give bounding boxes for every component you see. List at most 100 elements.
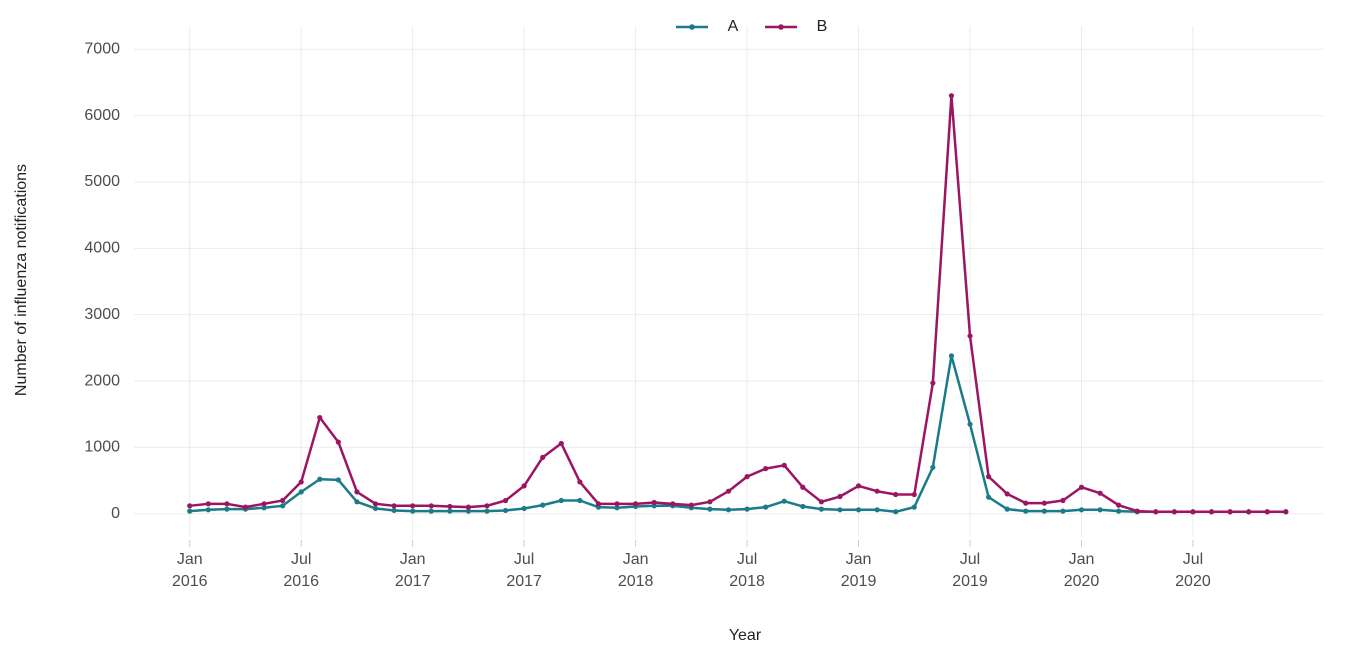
point — [465, 508, 472, 514]
point — [874, 507, 880, 513]
point — [1227, 509, 1233, 515]
point — [1060, 497, 1066, 504]
point — [1116, 502, 1122, 508]
point — [855, 483, 862, 489]
point — [205, 507, 211, 513]
point — [688, 502, 694, 508]
point — [372, 501, 379, 507]
point — [763, 466, 769, 472]
point — [280, 503, 286, 509]
point — [1023, 508, 1029, 514]
point — [372, 505, 379, 512]
point — [1283, 509, 1289, 515]
point — [818, 506, 824, 512]
point — [1097, 507, 1103, 513]
point — [800, 503, 806, 510]
point — [781, 462, 787, 468]
point — [428, 503, 434, 509]
x-tick-label: Jul 2020 — [1175, 551, 1211, 590]
point — [521, 483, 527, 489]
point — [224, 506, 230, 512]
point — [521, 505, 527, 512]
point — [577, 479, 583, 485]
point — [985, 474, 992, 480]
y-tick-label: 2000 — [84, 372, 120, 389]
point — [558, 440, 564, 447]
point — [967, 333, 973, 339]
point — [948, 353, 955, 359]
y-tick-label: 0 — [111, 505, 120, 522]
point — [391, 503, 397, 509]
point — [930, 464, 936, 470]
point — [280, 497, 286, 504]
point — [651, 499, 657, 506]
y-tick-label: 6000 — [84, 107, 120, 124]
point — [502, 507, 509, 514]
point — [187, 503, 193, 509]
x-tick-label: Jan 2019 — [841, 551, 877, 590]
point — [744, 474, 750, 480]
point — [985, 494, 992, 500]
point — [577, 497, 583, 504]
point — [967, 421, 973, 427]
point — [1097, 490, 1103, 496]
point — [818, 499, 824, 505]
point — [1023, 500, 1029, 506]
point — [261, 501, 267, 507]
legend-item: B — [765, 18, 827, 35]
point — [484, 503, 490, 509]
point — [447, 508, 453, 514]
point — [224, 501, 230, 507]
point — [502, 497, 509, 504]
point — [948, 93, 955, 99]
x-tick-label: Jan 2018 — [618, 551, 654, 590]
y-tick-label: 1000 — [84, 439, 120, 456]
point — [1116, 508, 1122, 514]
point — [298, 489, 304, 495]
point — [447, 503, 453, 510]
point — [242, 504, 249, 510]
point — [558, 497, 564, 504]
x-tick-label: Jul 2018 — [729, 551, 765, 590]
x-axis-label: Year — [729, 627, 762, 644]
point — [1078, 507, 1085, 513]
point — [354, 489, 360, 495]
point — [1060, 508, 1066, 514]
point — [428, 508, 434, 514]
point — [540, 454, 546, 460]
legend-swatch-point — [778, 24, 784, 30]
point — [800, 484, 806, 490]
series-line — [189, 354, 1286, 514]
point — [335, 477, 341, 483]
series-line — [189, 94, 1286, 514]
point — [1153, 509, 1159, 515]
point — [540, 502, 546, 508]
x-tick-label: Jul 2017 — [506, 551, 542, 590]
point — [484, 508, 490, 514]
point — [633, 501, 639, 507]
legend-swatch-point — [689, 24, 695, 30]
y-tick-label: 7000 — [84, 40, 120, 57]
x-tick-label: Jul 2016 — [283, 551, 319, 590]
point — [1041, 500, 1047, 506]
point — [670, 501, 676, 507]
legend-label: A — [728, 18, 739, 35]
point — [874, 488, 880, 494]
point — [1208, 509, 1215, 515]
point — [1078, 484, 1085, 490]
point — [317, 414, 323, 421]
point — [837, 493, 843, 500]
point — [725, 488, 732, 494]
point — [930, 380, 936, 386]
point — [707, 506, 713, 512]
point — [893, 491, 899, 498]
point — [465, 504, 472, 510]
point — [725, 507, 732, 513]
point — [837, 507, 843, 513]
point — [911, 504, 917, 510]
legend-item: A — [676, 18, 739, 35]
point — [391, 507, 397, 514]
y-tick-label: 5000 — [84, 173, 120, 190]
x-tick-label: Jan 2016 — [172, 551, 208, 590]
point — [1264, 509, 1270, 515]
